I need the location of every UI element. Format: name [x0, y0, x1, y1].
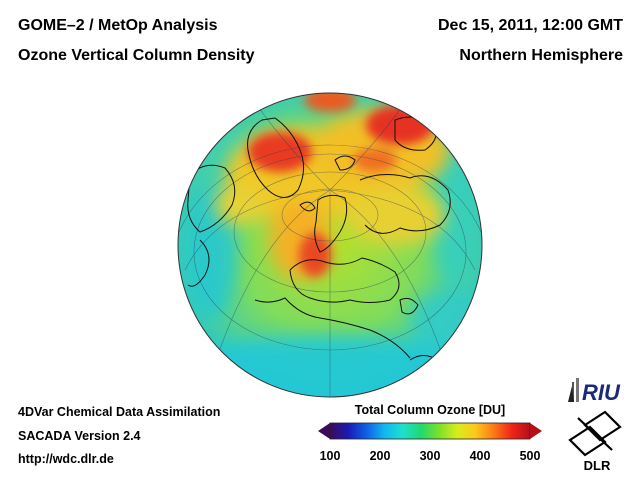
footer-url[interactable]: http://wdc.dlr.de	[18, 452, 114, 466]
ozone-field	[178, 93, 482, 397]
coastlines	[187, 116, 451, 373]
footer-line-2: SACADA Version 2.4	[18, 429, 141, 443]
region-label: Northern Hemisphere	[459, 47, 623, 64]
footer-line-1: 4DVar Chemical Data Assimilation	[18, 405, 221, 419]
dlr-text: DLR	[584, 458, 611, 473]
colorbar-tick-300: 300	[419, 449, 441, 463]
riu-text: RIU	[582, 380, 621, 405]
colorbar-tick-500: 500	[519, 449, 541, 463]
colorbar-tick-400: 400	[469, 449, 491, 463]
title-line-2: Ozone Vertical Column Density	[18, 47, 255, 64]
colorbar-tick-200: 200	[369, 449, 391, 463]
colorbar-under-arrow	[318, 423, 330, 439]
globe-outline	[177, 92, 483, 398]
colorbar	[318, 422, 542, 440]
dlr-logo	[568, 410, 622, 457]
colorbar-over-arrow	[530, 423, 542, 439]
date-label: Dec 15, 2011, 12:00 GMT	[438, 17, 623, 34]
colorbar-tick-100: 100	[319, 449, 341, 463]
colorbar-title: Total Column Ozone [DU]	[354, 403, 506, 417]
riu-logo: RIU	[568, 378, 621, 405]
title-line-1: GOME–2 / MetOp Analysis	[18, 17, 218, 34]
